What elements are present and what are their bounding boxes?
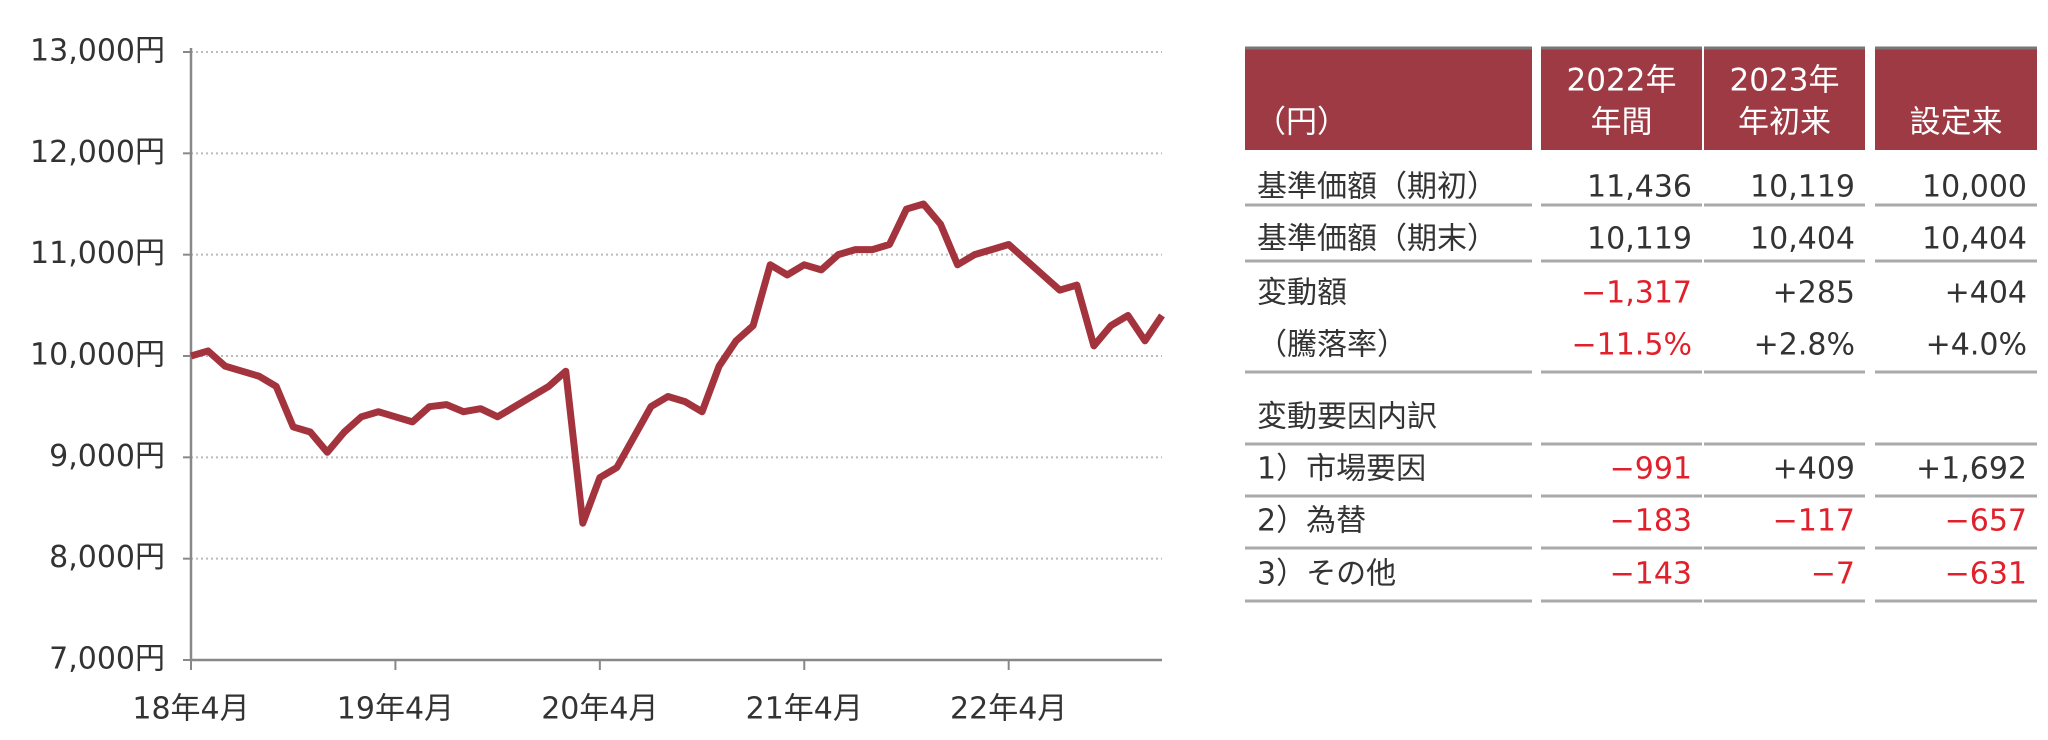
cell-value: 10,404: [1922, 222, 2027, 257]
price-line: [190, 200, 1165, 527]
x-tick-label: 20年4月: [541, 692, 658, 727]
cell-value: 10,119: [1587, 222, 1692, 257]
header-text: 設定来: [1910, 105, 2003, 141]
row-label: 1）市場要因: [1257, 452, 1426, 487]
y-tick-label: 13,000円: [30, 34, 165, 69]
y-tick-label: 8,000円: [49, 540, 165, 575]
cell-value: +409: [1773, 452, 1855, 487]
cell-value: −1,317: [1581, 276, 1692, 311]
cell-value: −631: [1945, 557, 2027, 592]
cell-value: +4.0%: [1926, 328, 2027, 363]
cell-value: −657: [1945, 504, 2027, 539]
cell-value: +285: [1773, 276, 1855, 311]
y-tick-label: 11,000円: [30, 236, 165, 271]
header-cell: [1875, 48, 2037, 150]
header-cell: [1245, 48, 1532, 150]
row-label: 3）その他: [1257, 557, 1396, 592]
cell-value: −11.5%: [1572, 328, 1692, 363]
x-tick-label: 21年4月: [746, 692, 863, 727]
header-text: 年間: [1591, 105, 1653, 141]
header-text: 年初来: [1738, 105, 1831, 141]
cell-value: 10,404: [1750, 222, 1855, 257]
cell-value: −7: [1811, 557, 1855, 592]
section-label: 変動要因内訳: [1257, 400, 1437, 435]
cell-value: −143: [1610, 557, 1692, 592]
y-tick-label: 10,000円: [30, 338, 165, 373]
header-text: （円）: [1255, 105, 1348, 141]
cell-value: +2.8%: [1754, 328, 1855, 363]
header-text: 2023年: [1730, 63, 1840, 99]
cell-value: +404: [1945, 276, 2027, 311]
y-tick-label: 7,000円: [49, 642, 165, 677]
header-cell: [1704, 48, 1865, 150]
row-label: 基準価額（期末）: [1257, 222, 1497, 257]
x-tick-label: 18年4月: [132, 692, 249, 727]
header-text: 2022年: [1567, 63, 1677, 99]
cell-value: 10,000: [1922, 170, 2027, 205]
cell-value: −117: [1773, 504, 1855, 539]
cell-value: 11,436: [1587, 170, 1692, 205]
row-label: 基準価額（期初）: [1257, 170, 1497, 205]
cell-value: −991: [1610, 452, 1692, 487]
x-tick-label: 22年4月: [950, 692, 1067, 727]
cell-value: −183: [1610, 504, 1692, 539]
row-label: 2）為替: [1257, 504, 1366, 539]
x-tick-label: 19年4月: [337, 692, 454, 727]
header-cell: [1541, 48, 1702, 150]
row-label: 変動額: [1257, 276, 1347, 311]
row-label: （騰落率）: [1257, 328, 1407, 363]
y-tick-label: 9,000円: [49, 439, 165, 474]
cell-value: +1,692: [1916, 452, 2027, 487]
cell-value: 10,119: [1750, 170, 1855, 205]
y-tick-label: 12,000円: [30, 135, 165, 170]
